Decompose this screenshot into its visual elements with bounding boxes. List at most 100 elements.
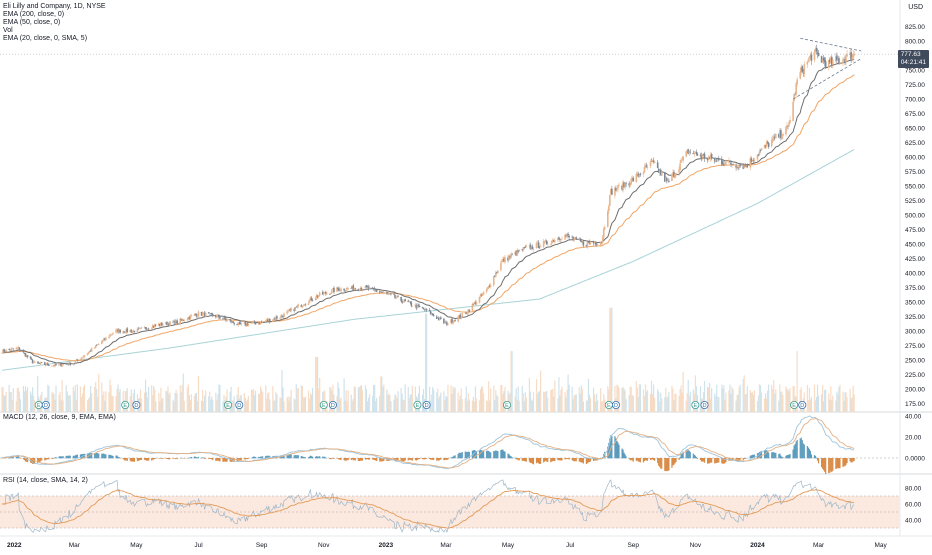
candle-body [696,152,698,154]
macd-histogram-bar [348,458,349,460]
candle-body [807,62,809,65]
candle-body [440,318,442,319]
candle-body [212,314,214,316]
event-marker-letter: E [123,403,127,409]
candle-body [5,350,7,352]
candle-body [486,289,488,292]
candle-body [154,324,156,327]
volume-bar [661,399,662,412]
candle-body [87,353,89,355]
candle-body [88,352,90,354]
price-tick-label: 350.00 [905,299,925,306]
event-marker-earnings: E [605,401,612,409]
candle-body [358,289,360,290]
volume-bar [269,399,270,412]
macd-histogram-bar [376,458,377,461]
price-tick-label: 800.00 [905,39,925,46]
volume-bar [369,394,370,412]
candle-body [493,276,495,285]
macd-histogram-bar [419,458,420,459]
candle-body [265,321,267,322]
candle-body [283,313,285,317]
candle-body [433,315,435,316]
macd-histogram-bar [725,458,726,462]
candle-body [111,334,113,335]
event-marker-dividend: D [799,401,806,409]
macd-histogram-bar [48,458,49,459]
volume-bar [476,399,477,412]
candle-body [853,54,855,55]
currency-label[interactable]: USD [908,4,923,11]
volume-bar [540,370,541,412]
candle-body [44,362,46,364]
candle-body [290,308,292,310]
candle-body [77,360,79,361]
price-tick-label: 550.00 [905,184,925,191]
price-tick-label: 250.00 [905,357,925,364]
ema20-legend[interactable]: EMA (20, close, 0, SMA, 5) [3,35,106,43]
candle-body [269,319,271,322]
candle-body [326,293,328,294]
candle-body [846,54,848,56]
macd-tick-label: 40.00 [905,414,922,421]
volume-bar [846,397,847,412]
macd-histogram-bar [312,457,313,459]
macd-histogram-bar [155,458,156,459]
candle-body [469,310,471,312]
event-marker-earnings: E [122,401,129,409]
candle-body [376,290,378,292]
macd-histogram-bar [340,458,341,460]
ema50-legend[interactable]: EMA (50, close, 0) [3,19,106,27]
volume-bar [597,400,598,412]
candle-body [461,313,463,317]
candle-body [248,324,250,326]
macd-histogram-bar [854,458,855,461]
macd-histogram-bar [519,458,520,460]
volume-bar [248,396,249,412]
candle-body [771,140,773,146]
macd-histogram-bar [362,458,363,461]
event-marker-letter: E [416,403,420,409]
rsi-legend[interactable]: RSI (14, close, SMA, 14, 2) [3,477,88,485]
candle-body [472,304,474,311]
candle-body [308,303,310,305]
candle-body [816,48,818,52]
event-marker-letter: D [237,403,241,409]
price-tick-label: 425.00 [905,256,925,263]
candle-body [216,315,218,318]
price-tick-label: 500.00 [905,213,925,220]
macd-histogram-bar [704,458,705,463]
event-marker-earnings: E [320,401,327,409]
volume-legend[interactable]: Vol [3,27,106,35]
candle-body [685,151,687,156]
candle-body [454,320,456,321]
volume-bar [397,391,398,412]
ema200-legend[interactable]: EMA (200, close, 0) [3,11,106,19]
candle-body [148,329,150,330]
volume-bar [454,387,455,412]
price-tick-label: 450.00 [905,241,925,248]
volume-bar [291,390,292,412]
candle-body [594,242,596,243]
candle-body [251,323,253,324]
candle-body [718,159,720,160]
event-marker-earnings: E [503,401,510,409]
volume-bar [533,392,534,412]
macd-histogram-bar [454,455,455,458]
candle-body [126,328,128,332]
macd-histogram-bar [355,458,356,460]
candle-body [526,246,528,247]
macd-histogram-bar [98,454,99,459]
volume-bar [576,394,577,412]
candle-body [390,294,392,295]
event-marker-letter: D [703,403,707,409]
price-tick-label: 750.00 [905,68,925,75]
macd-legend[interactable]: MACD (12, 26, close, 9, EMA, EMA) [3,414,116,422]
candle-body [62,364,64,365]
macd-histogram-bar [440,458,441,460]
volume-bar [690,392,691,412]
candle-body [331,290,333,293]
main-legend: Eli Lilly and Company, 1D, NYSE EMA (200… [3,3,106,43]
